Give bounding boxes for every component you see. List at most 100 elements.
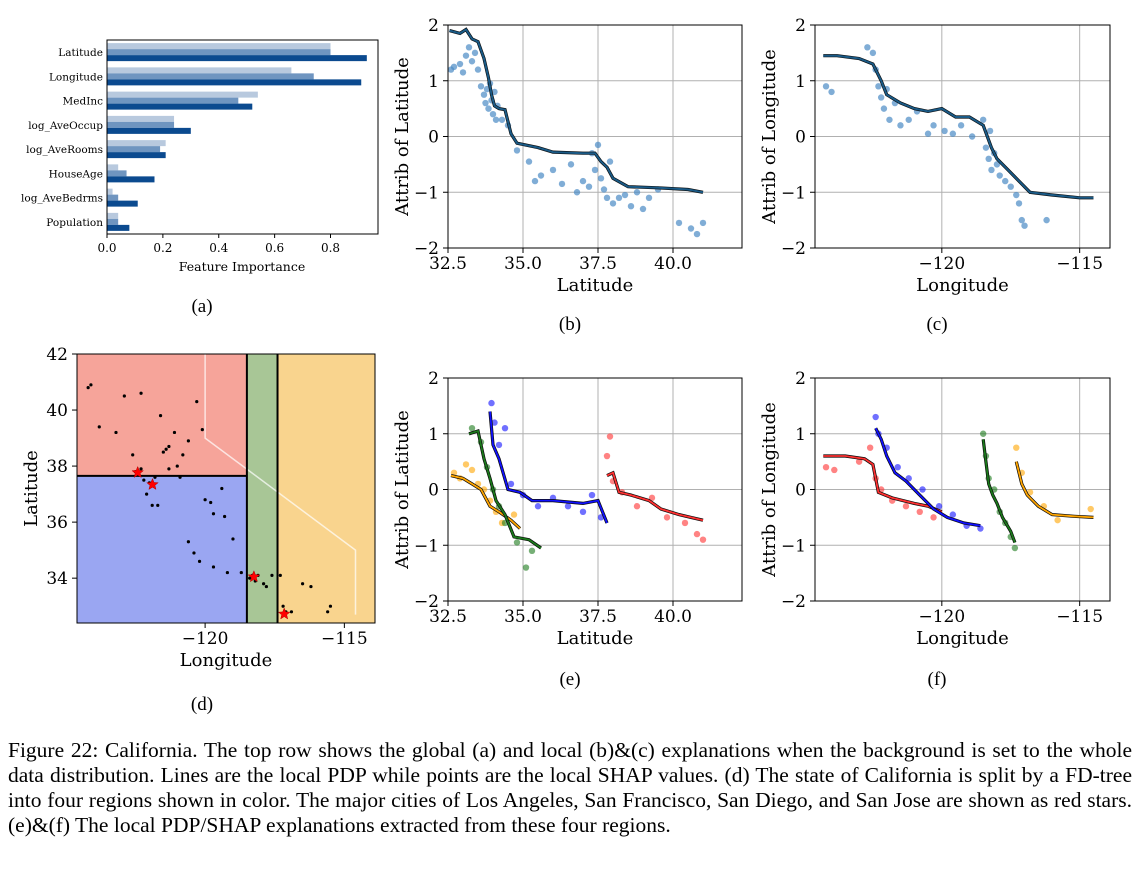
- house-point: [186, 540, 191, 544]
- x-axis-label: Latitude: [557, 275, 634, 296]
- bar: [107, 146, 161, 153]
- shap-point: [471, 49, 479, 57]
- x-tick-label: 0.8: [321, 241, 340, 255]
- shap-point: [831, 466, 838, 474]
- x-axis-label: Longitude: [180, 650, 273, 671]
- x-tick-label: 0.4: [209, 241, 228, 255]
- house-point: [167, 467, 171, 471]
- shap-point: [949, 130, 957, 137]
- shap-point: [597, 175, 605, 182]
- panel-a-feature-importance: Latitude Longitude MedInc log_AveOccup log_A…: [21, 39, 379, 274]
- pdp-line: [449, 28, 704, 194]
- y-axis-label: Attrib of Longitude: [759, 49, 780, 225]
- house-point: [139, 467, 143, 471]
- shap-point: [579, 508, 587, 515]
- shap-point: [549, 166, 557, 174]
- sublabel-b: (b): [559, 314, 581, 335]
- house-point: [326, 610, 330, 614]
- y-axis-label: Attrib of Longitude: [759, 402, 780, 578]
- bar: [107, 103, 253, 110]
- house-point: [225, 570, 229, 575]
- pdp-line: [489, 411, 608, 524]
- bar: [107, 152, 166, 159]
- shap-point: [941, 127, 948, 135]
- shap-point: [986, 127, 994, 135]
- shap-point: [919, 486, 926, 493]
- shap-point: [880, 105, 888, 112]
- house-point: [328, 604, 333, 608]
- house-point: [281, 604, 285, 608]
- y-tick-label: log_AveOccup: [28, 120, 103, 132]
- shap-point: [480, 91, 488, 98]
- shap-point: [615, 194, 623, 202]
- y-tick-label: 0: [795, 481, 806, 501]
- x-axis-label: Feature Importance: [179, 259, 305, 274]
- panel-e-regional-latitude-attribution: 32.5 35.0 37.5 40.0 −2 −1 0 1 2 Latitude Attrib of…: [392, 369, 743, 649]
- bar: [107, 140, 166, 147]
- house-point: [172, 430, 177, 435]
- shap-point: [603, 452, 611, 460]
- house-point: [309, 584, 313, 589]
- house-point: [97, 425, 101, 429]
- shap-point: [513, 147, 521, 154]
- x-tick-label: 35.0: [504, 254, 542, 274]
- shap-point: [600, 186, 608, 193]
- bar: [107, 121, 175, 128]
- pdp-line-outline: [823, 454, 943, 514]
- house-point: [158, 414, 163, 418]
- shap-point: [621, 191, 629, 199]
- y-tick-label: −2: [414, 239, 439, 259]
- shap-point: [872, 413, 879, 421]
- map-region: [77, 475, 247, 623]
- house-point: [139, 391, 143, 395]
- y-tick-label: −1: [781, 536, 806, 556]
- house-point: [211, 512, 216, 516]
- y-tick-label: −2: [781, 239, 806, 259]
- house-point: [186, 439, 191, 443]
- shap-point: [474, 66, 482, 73]
- x-tick-label: 0.0: [97, 241, 116, 255]
- bar: [107, 170, 127, 177]
- house-point: [200, 428, 204, 432]
- house-point: [211, 565, 216, 569]
- shap-point: [462, 461, 470, 468]
- bar: [107, 194, 119, 201]
- house-point: [300, 582, 305, 586]
- figure-canvas: Latitude Longitude MedInc log_AveOccup log_A…: [21, 16, 1111, 715]
- shap-point: [522, 564, 530, 571]
- state-boundary: [204, 354, 357, 615]
- y-tick-label: −1: [414, 183, 439, 203]
- shap-point: [930, 122, 937, 129]
- shap-point: [534, 503, 542, 510]
- shap-point: [993, 161, 1001, 168]
- bar: [107, 97, 239, 104]
- shap-point: [573, 189, 581, 196]
- shap-point: [465, 44, 473, 51]
- x-axis-label: Longitude: [916, 628, 1009, 649]
- bar: [107, 127, 191, 134]
- y-axis-label: Attrib of Latitude: [392, 410, 413, 570]
- y-tick-label: log_AveRooms: [26, 144, 103, 156]
- shap-point: [877, 94, 885, 101]
- panel-c-longitude-attribution: −120 −115 −2 −1 0 1 2 Longitude Attrib of Longit…: [759, 16, 1111, 296]
- pdp-line: [982, 439, 1016, 543]
- bar: [107, 91, 258, 98]
- y-tick-label: −2: [414, 592, 439, 612]
- shap-point: [869, 49, 877, 57]
- house-point: [192, 551, 196, 555]
- shap-point: [525, 158, 533, 165]
- house-point: [195, 400, 199, 404]
- panel-d-california-map: −120 −115 34 36 38 40 42 Longitude Latitude: [21, 345, 376, 671]
- y-tick-label: 1: [795, 72, 806, 92]
- y-tick-label: log_AveBedrms: [21, 193, 103, 205]
- x-tick-label: −120: [918, 607, 965, 627]
- shap-point: [1018, 216, 1025, 224]
- y-tick-label: 36: [46, 513, 68, 533]
- pdp-line: [1015, 461, 1094, 519]
- shap-point: [1021, 222, 1028, 229]
- shap-point: [459, 69, 467, 76]
- shap-point: [639, 205, 647, 213]
- y-tick-label: Latitude: [58, 47, 103, 59]
- house-point: [270, 573, 274, 577]
- shap-point: [905, 116, 912, 123]
